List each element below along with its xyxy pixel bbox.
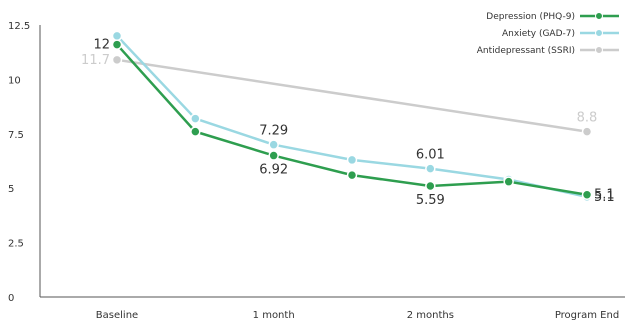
data-label: 5.1 [594,190,615,205]
x-tick-label: Baseline [96,310,138,320]
data-point [346,169,358,181]
y-tick-label: 7.5 [8,130,24,141]
legend-marker [595,46,603,54]
data-point [268,139,279,150]
legend-label: Depression (PHQ-9) [486,12,575,22]
y-tick-label: 0 [8,293,14,304]
data-point [268,150,279,161]
data-label: 11.7 [81,53,110,68]
y-tick-label: 10 [8,75,21,86]
data-label: 5.59 [416,193,445,208]
data-point [190,126,201,137]
data-label: 5.1 [594,188,615,203]
chart-legend: Depression (PHQ-9) Anxiety (GAD-7) Antidep… [477,12,619,56]
chart-series [111,30,593,203]
data-point [581,189,593,200]
data-point [425,163,436,174]
legend-label: Antidepressant (SSRI) [477,46,575,56]
data-label: 6.01 [416,148,445,163]
data-point [503,176,514,187]
data-label: 12 [93,38,110,53]
x-tick-label: 2 months [407,310,454,320]
data-point [190,113,201,124]
y-tick-label: 12.5 [8,21,30,32]
data-point [581,126,593,137]
chart-axes: 0 2.5 5 7.5 10 12.5 Baseline 1 month 2 months Pro… [8,21,625,320]
x-tick-label: Program End [555,310,619,320]
y-tick-label: 2.5 [8,239,24,250]
y-tick-label: 5 [8,184,14,195]
data-label: 8.8 [577,111,598,126]
legend-marker [595,29,603,37]
data-point [111,39,123,50]
legend-marker [595,12,603,20]
data-label: 7.29 [259,124,288,139]
data-point [111,54,123,66]
data-point [346,154,358,166]
data-label: 6.92 [259,163,288,178]
x-tick-label: 1 month [253,310,295,320]
data-point [111,30,123,42]
series-line [116,58,588,133]
legend-label: Anxiety (GAD-7) [502,29,575,39]
data-point [425,180,436,192]
